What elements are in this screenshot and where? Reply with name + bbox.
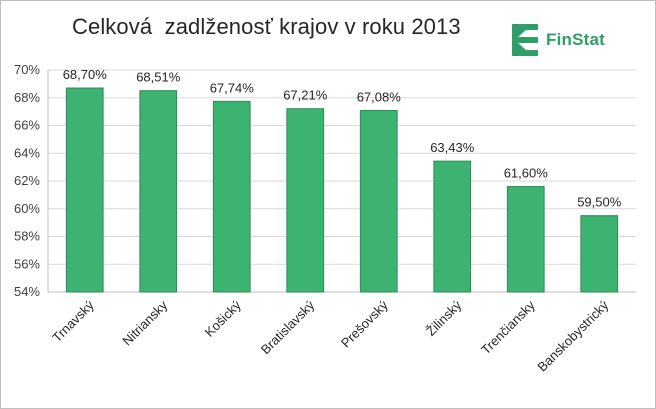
data-label: 68,51% — [136, 70, 181, 85]
x-tick-label: Bratislavský — [258, 297, 318, 357]
data-label: 67,74% — [210, 80, 255, 95]
y-tick-label: 64% — [14, 145, 40, 160]
data-label: 67,08% — [357, 90, 402, 105]
gridlines — [48, 69, 636, 293]
y-tick-label: 66% — [14, 118, 40, 133]
bar — [212, 100, 251, 293]
x-tick-label: Žilinský — [423, 297, 465, 339]
brand-logo: FinStat — [510, 20, 605, 60]
data-label: 61,60% — [504, 166, 549, 181]
x-tick-label: Banskobystrický — [534, 297, 611, 374]
x-tick-label: Trnavský — [49, 297, 97, 345]
bar — [359, 110, 398, 293]
bar — [506, 186, 545, 293]
bar — [65, 87, 104, 293]
y-tick-label: 68% — [14, 90, 40, 105]
y-tick-label: 60% — [14, 201, 40, 216]
y-tick-label: 56% — [14, 256, 40, 271]
bar — [580, 215, 619, 293]
x-axis-categories: Trnavský Nitriansky Košický Bratislavský Pre… — [49, 297, 611, 374]
x-tick-label: Košický — [202, 297, 245, 340]
data-label: 68,70% — [63, 67, 108, 82]
bar — [286, 108, 325, 293]
y-tick-label: 70% — [14, 62, 40, 77]
data-label: 67,21% — [283, 88, 328, 103]
y-tick-label: 62% — [14, 173, 40, 188]
data-label: 59,50% — [577, 195, 622, 210]
y-tick-label: 54% — [14, 284, 40, 299]
x-tick-label: Nitriansky — [119, 297, 170, 348]
data-labels: 68,70% 68,51% 67,74% 67,21% 67,08% 63,43% 61,6… — [63, 67, 622, 210]
x-tick-label: Trenčiansky — [478, 297, 538, 357]
bars — [65, 87, 619, 293]
brand-name: FinStat — [546, 30, 606, 49]
y-tick-label: 58% — [14, 229, 40, 244]
bar — [433, 160, 472, 293]
x-tick-label: Prešovský — [338, 297, 391, 350]
finstat-logo-icon — [512, 24, 538, 56]
data-label: 63,43% — [430, 140, 475, 155]
bar — [139, 90, 178, 293]
chart-title: Celková zadlženosť krajov v roku 2013 — [72, 14, 461, 39]
